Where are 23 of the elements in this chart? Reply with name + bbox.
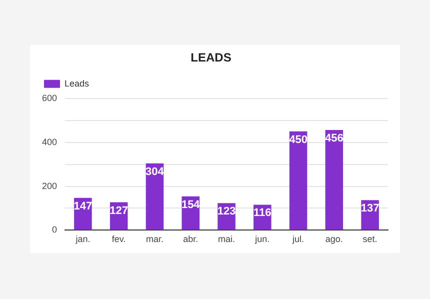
x-tick-label: jul. bbox=[292, 234, 304, 244]
x-tick-label: ago. bbox=[325, 234, 343, 244]
y-tick-label: 600 bbox=[42, 92, 58, 103]
data-label: 123 bbox=[217, 206, 236, 218]
chart-title: LEADS bbox=[190, 50, 232, 65]
y-tick-label: 0 bbox=[52, 224, 58, 235]
x-tick-label: abr. bbox=[183, 234, 198, 244]
data-label: 116 bbox=[254, 207, 272, 220]
bar bbox=[289, 131, 308, 230]
y-tick-label: 400 bbox=[42, 136, 58, 147]
data-label: 127 bbox=[110, 204, 128, 217]
bar bbox=[325, 130, 344, 230]
x-tick-label: fev. bbox=[112, 234, 126, 244]
x-tick-label: jun. bbox=[254, 234, 270, 244]
data-label: 137 bbox=[360, 202, 380, 215]
legend-label: Leads bbox=[64, 78, 90, 88]
x-tick-label: mar. bbox=[146, 234, 164, 244]
x-tick-label: jan. bbox=[74, 234, 90, 244]
data-label: 154 bbox=[181, 198, 201, 211]
data-label: 147 bbox=[74, 200, 92, 212]
y-tick-label: 200 bbox=[42, 180, 58, 191]
x-tick-label: mai. bbox=[218, 234, 236, 244]
x-tick-label: set. bbox=[362, 234, 378, 244]
